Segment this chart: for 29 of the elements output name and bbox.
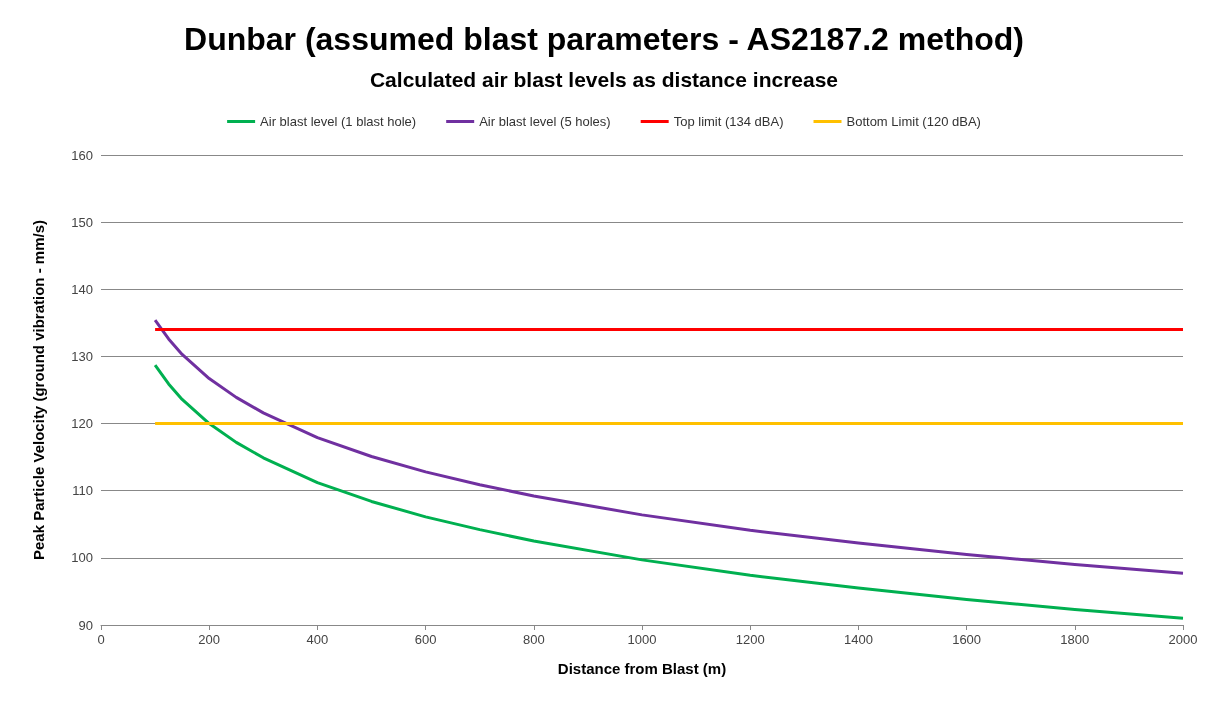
y-tick-label: 110 <box>72 483 93 499</box>
line-series <box>153 318 1185 575</box>
legend-label: Air blast level (5 holes) <box>479 114 611 129</box>
x-tick-label: 1200 <box>735 632 765 647</box>
x-tick-label: 0 <box>97 632 105 647</box>
x-tick-label: 200 <box>198 632 221 647</box>
y-tick-label: 160 <box>71 147 93 163</box>
y-tick-label: 100 <box>71 550 93 566</box>
chart-title: Dunbar (assumed blast parameters - AS2187.2 method) <box>184 21 1024 57</box>
x-axis-title: Distance from Blast (m) <box>557 660 727 677</box>
legend-label: Bottom Limit (120 dBA) <box>846 114 981 129</box>
y-tick-label: 120 <box>71 416 93 432</box>
chart-subtitle: Calculated air blast levels as distance increase <box>369 68 839 91</box>
y-axis-title: Peak Particle Velocity (ground vibration - mm/s) <box>30 219 47 561</box>
x-tick-label: 600 <box>414 632 437 647</box>
x-tick-label: 1000 <box>627 632 657 647</box>
x-tick-label: 1400 <box>843 632 873 647</box>
y-tick-label: 130 <box>71 348 93 364</box>
line-series <box>153 363 1185 620</box>
x-tick-label: 400 <box>306 632 329 647</box>
y-tick-label: 140 <box>71 281 93 297</box>
x-tick-label: 1600 <box>952 632 982 647</box>
x-tick-label: 2000 <box>1168 632 1198 647</box>
x-tick-label: 800 <box>522 632 545 647</box>
legend-label: Air blast level (1 blast hole) <box>260 114 417 129</box>
legend-label: Top limit (134 dBA) <box>673 114 784 129</box>
x-tick-label: 1800 <box>1060 632 1090 647</box>
y-tick-label: 150 <box>71 214 93 230</box>
y-tick-label: 90 <box>78 617 93 633</box>
